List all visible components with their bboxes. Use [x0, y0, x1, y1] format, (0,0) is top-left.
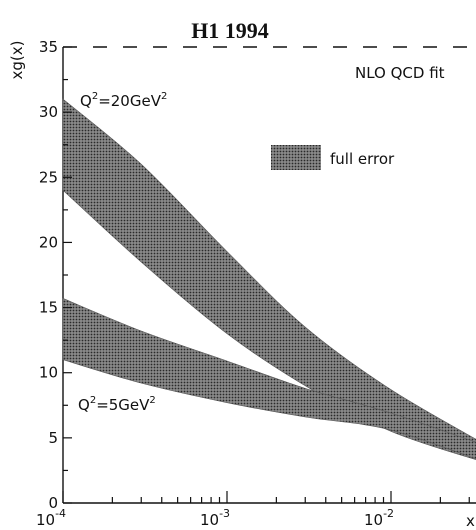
x-ticks: 10-4 10-3 10-2 [36, 491, 470, 529]
series-label-q20: Q2=20GeV2 [80, 91, 167, 110]
x-tick-label: 10-4 [36, 507, 66, 529]
error-band-1 [62, 298, 476, 460]
y-tick-label: 20 [39, 233, 58, 251]
error-bands [62, 98, 476, 460]
x-tick-label: 10-3 [200, 507, 230, 529]
y-tick-label: 0 [48, 494, 58, 512]
y-tick-label: 15 [39, 299, 58, 317]
y-tick-label: 25 [39, 168, 58, 186]
y-tick-label: 10 [39, 364, 58, 382]
fit-label: NLO QCD fit [355, 64, 445, 82]
y-ticks: 0 5 10 15 20 25 30 35 [39, 38, 72, 512]
y-tick-label: 30 [39, 103, 58, 121]
legend-label: full error [330, 150, 395, 168]
y-axis-label: xg(x) [8, 41, 26, 80]
x-tick-label: 10-2 [364, 507, 394, 529]
series-label-q5: Q2=5GeV2 [78, 395, 156, 414]
x-axis-label: x [466, 512, 475, 530]
error-band-0 [62, 98, 476, 460]
chart-title: H1 1994 [191, 18, 269, 43]
y-tick-label: 35 [39, 38, 58, 56]
legend-swatch [271, 145, 321, 170]
y-tick-label: 5 [48, 429, 58, 447]
